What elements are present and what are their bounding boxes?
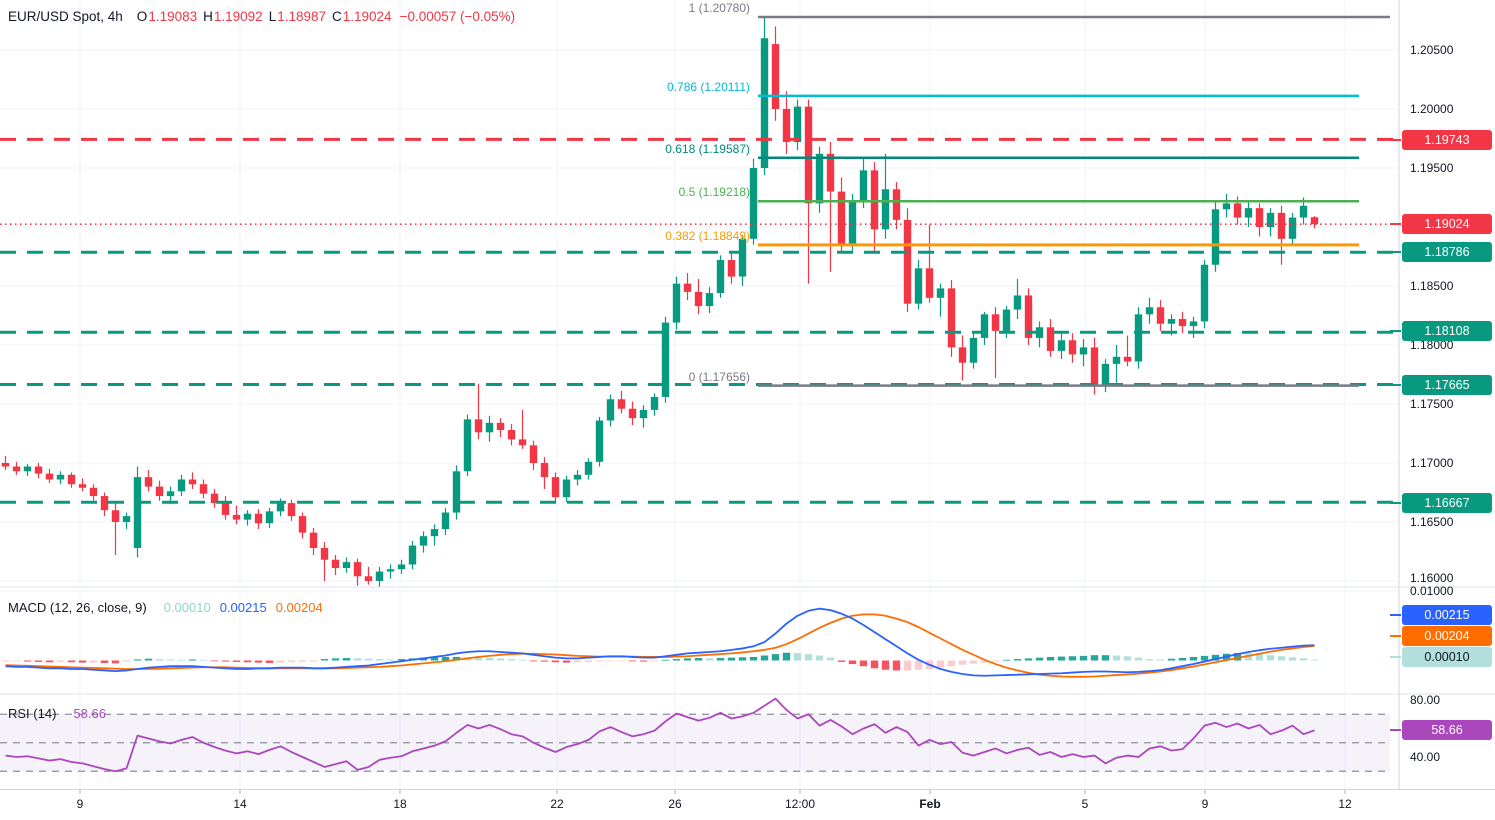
- macd-values: 0.00010 0.00215 0.00204: [155, 600, 323, 615]
- price-axis-label: 80.00: [1410, 693, 1441, 707]
- time-axis-label: 9: [76, 797, 84, 811]
- price-axis-badge: 1.19743: [1402, 130, 1492, 150]
- rsi-value: 58.66: [73, 706, 106, 721]
- price-axis-badge: 1.19024: [1402, 214, 1492, 234]
- symbol-legend[interactable]: EUR/USD Spot, 4h O1.19083 H1.19092 L1.18987…: [8, 9, 515, 24]
- symbol-title: EUR/USD Spot, 4h: [8, 9, 123, 24]
- time-axis-label: 5: [1081, 797, 1089, 811]
- time-axis-label: 12: [1338, 797, 1352, 811]
- ohlc-label: C: [332, 9, 342, 24]
- rsi-legend[interactable]: RSI (14) 58.66: [8, 706, 106, 721]
- price-axis-badge: 1.16667: [1402, 493, 1492, 513]
- price-axis-label: 0.01000: [1410, 584, 1454, 598]
- price-axis-label: 1.20000: [1410, 102, 1454, 116]
- ohlc-label: H: [203, 9, 213, 24]
- ohlc-values: O1.19083 H1.19092 L1.18987 C1.19024: [131, 9, 392, 24]
- macd-value: 0.00010: [163, 600, 211, 615]
- ohlc-value: 1.18987: [277, 9, 327, 24]
- price-axis-label: 1.16000: [1410, 571, 1454, 585]
- time-axis-label: 9: [1201, 797, 1209, 811]
- macd-title: MACD (12, 26, close, 9): [8, 600, 147, 615]
- ohlc-value: 1.19083: [148, 9, 198, 24]
- time-axis-label: 12:00: [784, 797, 816, 811]
- change-value: −0.00057 (−0.05%): [399, 9, 516, 24]
- ohlc-value: 1.19024: [342, 9, 392, 24]
- time-axis-label: 18: [393, 797, 407, 811]
- price-axis-label: 1.19500: [1410, 161, 1454, 175]
- macd-value: 0.00215: [219, 600, 267, 615]
- time-axis-label: 26: [668, 797, 682, 811]
- price-axis-badge: 0.00010: [1402, 647, 1492, 667]
- price-axis-label: 1.17000: [1410, 456, 1454, 470]
- fib-level-label: 0.382 (1.18849): [665, 228, 750, 243]
- price-axis-badge: 0.00215: [1402, 605, 1492, 625]
- time-axis-label: 22: [550, 797, 564, 811]
- price-axis-label: 1.16500: [1410, 515, 1454, 529]
- price-axis-label: 40.00: [1410, 750, 1441, 764]
- fib-level-label: 0.786 (1.20111): [667, 79, 750, 94]
- time-axis-label: Feb: [919, 797, 941, 811]
- price-axis-label: 1.20500: [1410, 43, 1454, 57]
- price-axis-badge: 1.18108: [1402, 321, 1492, 341]
- price-axis-badge: 1.17665: [1402, 375, 1492, 395]
- fib-level-label: 0 (1.17656): [688, 369, 750, 384]
- price-axis-badge: 58.66: [1402, 720, 1492, 740]
- time-axis-label: 14: [233, 797, 247, 811]
- price-axis-badge: 1.18786: [1402, 242, 1492, 262]
- fib-level-label: 0.5 (1.19218): [678, 185, 750, 200]
- macd-value: 0.00204: [275, 600, 323, 615]
- ohlc-label: O: [136, 9, 148, 24]
- price-axis-label: 1.18500: [1410, 279, 1454, 293]
- fib-level-label: 1 (1.20780): [688, 0, 750, 15]
- rsi-title: RSI (14): [8, 706, 57, 721]
- price-axis-label: 1.17500: [1410, 397, 1454, 411]
- fib-level-label: 0.618 (1.19587): [665, 141, 750, 156]
- macd-legend[interactable]: MACD (12, 26, close, 9) 0.00010 0.00215 0.0…: [8, 600, 323, 615]
- price-axis-badge: 0.00204: [1402, 626, 1492, 646]
- ohlc-label: L: [268, 9, 277, 24]
- price-axis-label: 1.18000: [1410, 338, 1454, 352]
- ohlc-value: 1.19092: [213, 9, 263, 24]
